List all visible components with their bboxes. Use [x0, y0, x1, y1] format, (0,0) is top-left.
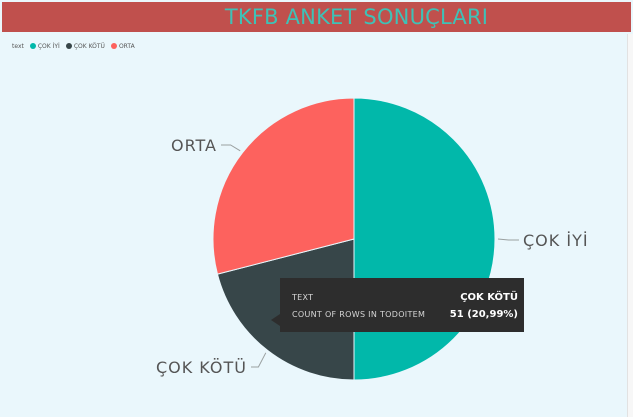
legend-swatch-cok-iyi [29, 43, 36, 49]
report-title: TKFB ANKET SONUÇLARI [224, 5, 489, 29]
leader-line-orta [221, 144, 241, 152]
legend-title: text [12, 42, 24, 50]
tooltip-key-count: COUNT OF ROWS IN TODOITEM [292, 310, 426, 319]
data-label-orta: ORTA [171, 136, 217, 155]
legend-item-orta[interactable]: ORTA [110, 42, 135, 50]
data-tooltip: TEXT ÇOK KÖTÜ COUNT OF ROWS IN TODOITEM … [280, 278, 524, 332]
tooltip-key-text: TEXT [292, 293, 314, 302]
title-bar: TKFB ANKET SONUÇLARI [2, 2, 631, 32]
legend-swatch-cok-kotu [65, 43, 72, 49]
scrollbar[interactable] [627, 34, 633, 417]
legend-swatch-orta [110, 43, 117, 49]
legend-label-orta: ORTA [118, 42, 135, 50]
leader-line-cok-iyi [497, 238, 519, 241]
legend-item-cok-iyi[interactable]: ÇOK İYİ [29, 42, 60, 50]
data-label-cok-iyi: ÇOK İYİ [523, 231, 589, 250]
tooltip-row-count: COUNT OF ROWS IN TODOITEM 51 (20,99%) [292, 309, 518, 320]
tooltip-value-count: 51 (20,99%) [449, 309, 518, 320]
data-label-cok-kotu: ÇOK KÖTÜ [156, 358, 247, 377]
legend-label-cok-kotu: ÇOK KÖTÜ [73, 42, 105, 50]
chart-legend[interactable]: text ÇOK İYİ ÇOK KÖTÜ ORTA [12, 41, 135, 51]
legend-label-cok-iyi: ÇOK İYİ [37, 42, 60, 50]
pie-slice-cok-iyi[interactable] [353, 97, 496, 381]
legend-item-cok-kotu[interactable]: ÇOK KÖTÜ [65, 42, 105, 50]
pie-slice-orta[interactable] [212, 97, 355, 275]
leader-line-cok-kotu [251, 352, 267, 368]
tooltip-pointer [271, 314, 280, 326]
tooltip-value-category: ÇOK KÖTÜ [460, 292, 518, 303]
tooltip-row-category: TEXT ÇOK KÖTÜ [292, 292, 518, 303]
